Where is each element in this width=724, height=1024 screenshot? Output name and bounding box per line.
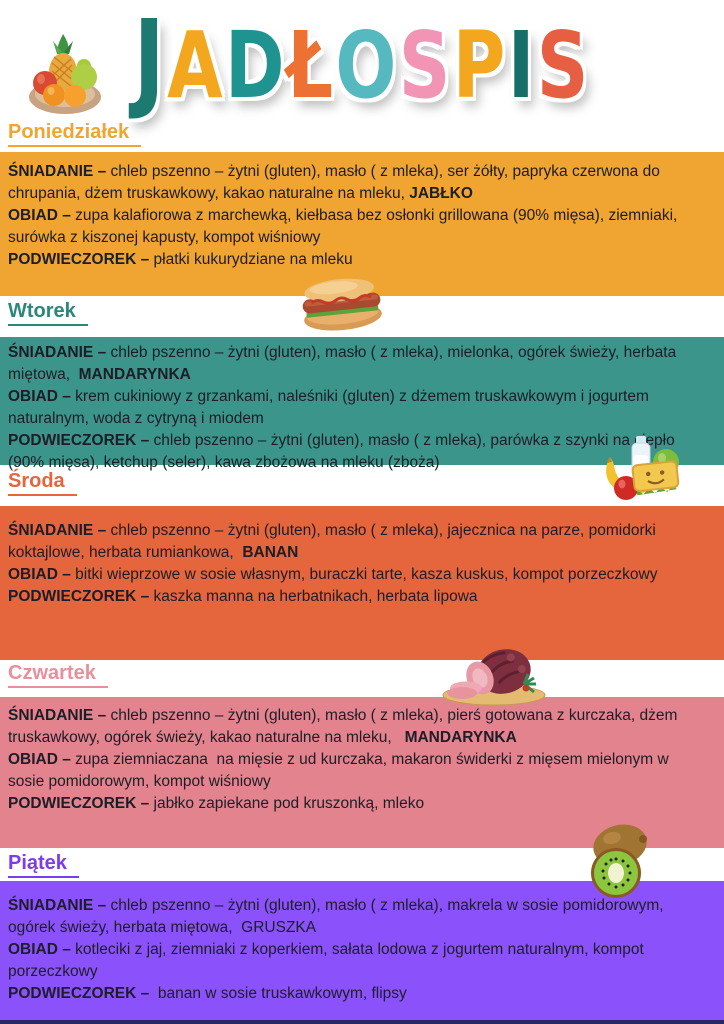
meal-fruit: MANDARYNKA [404,729,517,746]
kiwi-image [582,821,654,906]
meal-lunch: OBIAD – krem cukiniowy z grzankami, nale… [8,386,706,430]
meal-text: zupa kalafiorowa z marchewką, kiełbasa b… [8,207,682,246]
meal-text: chleb pszenno – żytni (gluten), masło ( … [8,897,668,936]
title-letter: O [335,12,399,119]
meal-breakfast: ŚNIADANIE – chleb pszenno – żytni (glute… [8,705,706,749]
breakfast-set-image [596,435,684,508]
footer-strip [0,1020,724,1024]
meal-snack: PODWIECZOREK – kaszka manna na herbatnik… [8,586,706,608]
meal-breakfast: ŚNIADANIE – chleb pszenno – żytni (glute… [8,161,706,205]
day-heading-wednesday: Środa [8,470,77,496]
day-name: Środa [8,470,77,496]
meal-snack: PODWIECZOREK – jabłko zapiekane pod krus… [8,793,706,815]
meal-lunch: OBIAD – zupa kalafiorowa z marchewką, ki… [8,205,706,249]
title-letter: S [536,12,591,119]
meal-label: PODWIECZOREK – [8,251,150,268]
day-name: Czwartek [8,662,108,688]
meal-label: OBIAD – [8,207,71,224]
meal-text: chleb pszenno – żytni (gluten), masło ( … [8,432,680,471]
ham-image [436,644,548,711]
tuesday-menu-band: ŚNIADANIE – chleb pszenno – żytni (glute… [0,337,724,471]
thursday-menu-band: ŚNIADANIE – chleb pszenno – żytni (glute… [0,697,724,848]
meal-lunch: OBIAD – zupa ziemniaczana na mięsie z ud… [8,749,706,793]
meal-text: chleb pszenno – żytni (gluten), masło ( … [8,707,682,746]
meal-breakfast: ŚNIADANIE – chleb pszenno – żytni (glute… [8,520,706,564]
title-letter: S [398,12,453,119]
day-heading-thursday: Czwartek [8,662,108,688]
day-name: Piątek [8,852,79,878]
meal-label: OBIAD – [8,388,71,405]
meal-text: chleb pszenno – żytni (gluten), masło ( … [8,163,665,202]
meal-snack: PODWIECZOREK – chleb pszenno – żytni (gl… [8,430,706,474]
day-name: Wtorek [8,300,88,326]
meal-label: ŚNIADANIE – [8,707,107,724]
meal-label: OBIAD – [8,941,71,958]
meal-lunch: OBIAD – kotleciki z jaj, ziemniaki z kop… [8,939,706,983]
meal-fruit: BANAN [242,544,299,561]
meal-text: płatki kukurydziane na mleku [149,251,353,268]
day-heading-tuesday: Wtorek [8,300,88,326]
monday-menu-band: ŚNIADANIE – chleb pszenno – żytni (glute… [0,152,724,296]
title-letter: J [133,0,168,123]
meal-text: jabłko zapiekane pod kruszonką, mleko [149,795,425,812]
title-letter: D [224,12,287,119]
friday-menu-band: ŚNIADANIE – chleb pszenno – żytni (glute… [0,881,724,1020]
meal-label: ŚNIADANIE – [8,897,107,914]
meal-label: OBIAD – [8,566,71,583]
day-name: Poniedziałek [8,121,142,147]
title-letter: Ł [286,12,336,119]
meal-label: ŚNIADANIE – [8,522,107,539]
meal-fruit: JABŁKO [409,185,473,202]
meal-breakfast: ŚNIADANIE – chleb pszenno – żytni (glute… [8,895,706,939]
title-letter: P [452,12,508,119]
meal-label: ŚNIADANIE – [8,344,107,361]
meal-breakfast: ŚNIADANIE – chleb pszenno – żytni (glute… [8,342,706,386]
meal-label: OBIAD – [8,751,71,768]
meal-fruit: MANDARYNKA [78,366,191,383]
hot-dog-image [293,271,391,343]
meal-label: PODWIECZOREK – [8,985,150,1002]
meal-label: ŚNIADANIE – [8,163,107,180]
meal-snack: PODWIECZOREK – banan w sosie truskawkowy… [8,983,706,1005]
meal-label: PODWIECZOREK – [8,432,150,449]
meal-text: zupa ziemniaczana na mięsie z ud kurczak… [8,751,674,790]
meal-text: banan w sosie truskawkowym, flipsy [149,985,407,1002]
meal-text: kotleciki z jaj, ziemniaki z koperkiem, … [8,941,649,980]
fruit-basket-icon [26,31,104,117]
meal-snack: PODWIECZOREK – płatki kukurydziane na ml… [8,249,706,271]
day-heading-friday: Piątek [8,852,79,878]
wednesday-menu-band: ŚNIADANIE – chleb pszenno – żytni (glute… [0,506,724,660]
meal-label: PODWIECZOREK – [8,588,150,605]
meal-text: kaszka manna na herbatnikach, herbata li… [149,588,478,605]
meal-text: chleb pszenno – żytni (gluten), masło ( … [8,344,681,383]
day-heading-monday: Poniedziałek [8,121,142,147]
page-title: JADŁOSPIS [0,2,724,125]
title-letter: A [167,12,225,119]
meal-lunch: OBIAD – bitki wieprzowe w sosie własnym,… [8,564,706,586]
meal-text: krem cukiniowy z grzankami, naleśniki (g… [8,388,654,427]
meal-text: bitki wieprzowe w sosie własnym, buraczk… [70,566,658,583]
meal-label: PODWIECZOREK – [8,795,150,812]
title-letter: I [507,12,537,119]
meal-text: chleb pszenno – żytni (gluten), masło ( … [8,522,661,561]
